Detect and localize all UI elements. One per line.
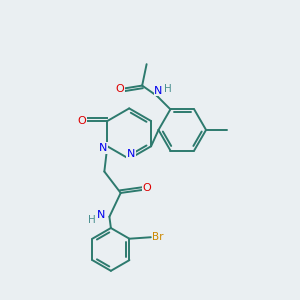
Text: Br: Br <box>152 232 164 242</box>
Text: N: N <box>99 143 108 153</box>
Text: N: N <box>154 85 163 96</box>
Text: O: O <box>78 116 86 126</box>
Text: N: N <box>97 210 105 220</box>
Text: O: O <box>116 84 124 94</box>
Text: H: H <box>164 84 171 94</box>
Text: O: O <box>143 184 152 194</box>
Text: H: H <box>88 215 95 225</box>
Text: N: N <box>127 149 135 160</box>
